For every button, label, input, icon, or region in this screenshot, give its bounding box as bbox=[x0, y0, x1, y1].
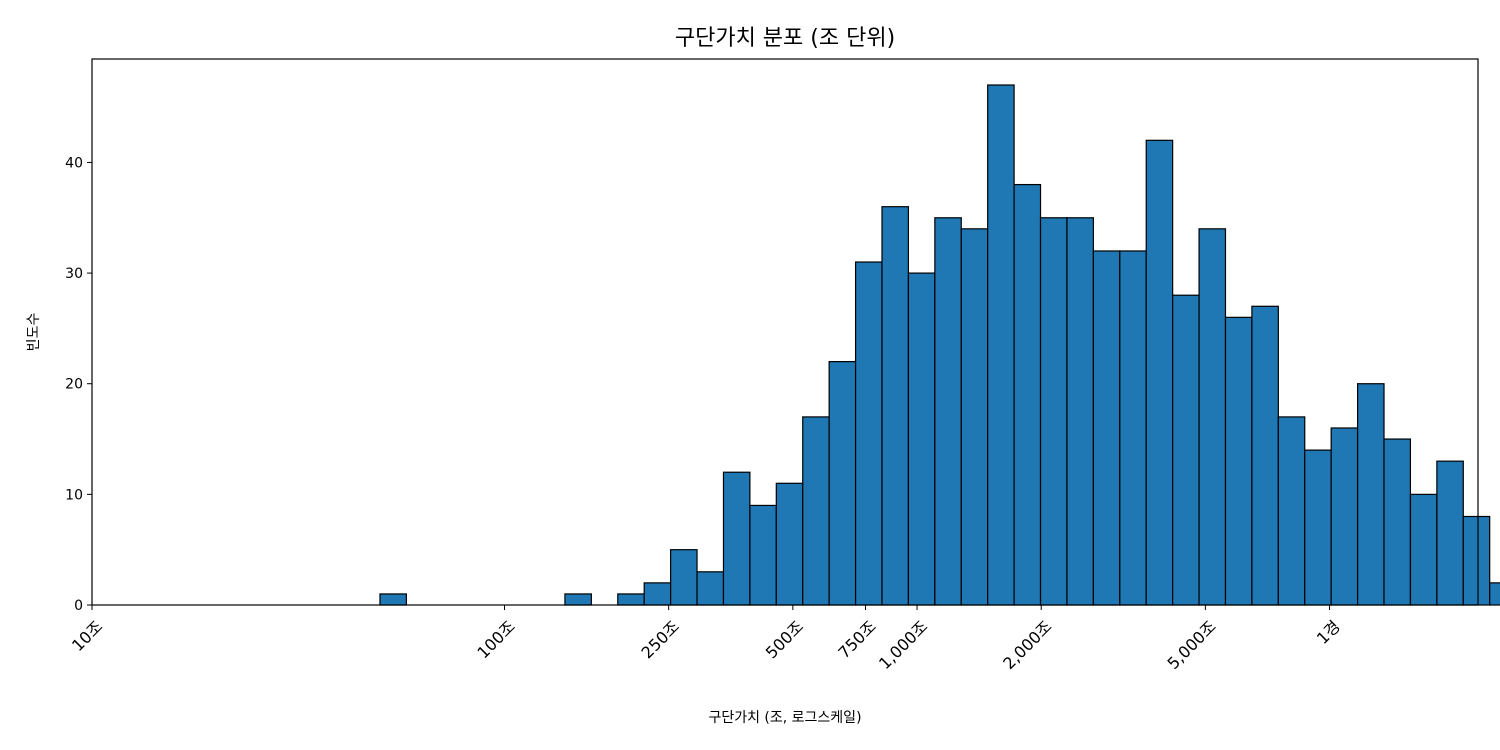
histogram-bar bbox=[643, 582, 672, 606]
y-axis-label: 빈도수 bbox=[26, 313, 42, 352]
histogram-bar bbox=[749, 504, 777, 606]
histogram-bar bbox=[854, 261, 883, 606]
histogram-bar bbox=[670, 549, 698, 606]
histogram-bar bbox=[1277, 416, 1306, 606]
histogram-bar bbox=[1198, 228, 1227, 606]
histogram-bar bbox=[987, 84, 1015, 606]
histogram-bar bbox=[934, 217, 962, 606]
x-tick-label: 500조 bbox=[762, 617, 807, 662]
histogram-bar bbox=[960, 228, 989, 606]
histogram-bar bbox=[802, 416, 830, 606]
y-tick-label: 40 bbox=[65, 155, 83, 171]
histogram-bar bbox=[1304, 449, 1332, 606]
histogram-bar bbox=[1383, 438, 1412, 606]
x-tick-label: 250조 bbox=[638, 617, 683, 662]
x-axis-label: 구단가치 (조, 로그스케일) bbox=[708, 710, 861, 726]
y-tick-label: 0 bbox=[74, 598, 83, 614]
x-tick-label: 2,000조 bbox=[999, 617, 1055, 673]
histogram-bar bbox=[564, 593, 592, 606]
histogram-bar bbox=[1251, 305, 1279, 606]
histogram-bar bbox=[617, 593, 645, 606]
histogram-bar bbox=[1224, 316, 1253, 606]
histogram-bar bbox=[775, 482, 804, 606]
x-tick-label: 750조 bbox=[834, 617, 879, 662]
histogram-bar bbox=[828, 361, 857, 606]
x-tick-label: 1경 bbox=[1313, 617, 1344, 648]
histogram-bar bbox=[1462, 515, 1491, 606]
histogram-bar bbox=[1409, 493, 1438, 606]
y-tick-label: 10 bbox=[65, 487, 83, 503]
x-tick-label: 100조 bbox=[473, 617, 518, 662]
histogram-bar bbox=[881, 206, 910, 606]
plot-frame bbox=[91, 58, 1479, 606]
histogram-bar bbox=[1330, 427, 1359, 606]
x-tick-label: 10조 bbox=[68, 617, 106, 655]
y-tick-label: 30 bbox=[65, 266, 83, 282]
y-tick-label: 20 bbox=[65, 377, 83, 393]
histogram-bar bbox=[1489, 582, 1500, 606]
histogram-bar bbox=[1119, 250, 1147, 606]
histogram-bar bbox=[907, 272, 936, 606]
histogram-bar bbox=[1356, 383, 1385, 606]
histogram-bar bbox=[1172, 294, 1200, 606]
histogram-bar bbox=[722, 471, 751, 606]
histogram-bar bbox=[379, 593, 408, 606]
chart-title: 구단가치 분포 (조 단위) bbox=[675, 26, 895, 51]
histogram-bar bbox=[1092, 250, 1121, 606]
histogram-bar bbox=[1145, 139, 1174, 606]
x-tick-label: 1,000조 bbox=[875, 617, 931, 673]
histogram-bar bbox=[1066, 217, 1094, 606]
histogram-bar bbox=[1013, 183, 1042, 606]
x-tick-label: 5,000조 bbox=[1163, 617, 1219, 673]
bars-layer bbox=[379, 84, 1500, 606]
histogram-bar bbox=[696, 571, 725, 606]
y-axis-ticks: 0 10 20 30 40 bbox=[65, 155, 92, 614]
histogram-bar bbox=[1039, 217, 1068, 606]
histogram-bar bbox=[1436, 460, 1464, 606]
